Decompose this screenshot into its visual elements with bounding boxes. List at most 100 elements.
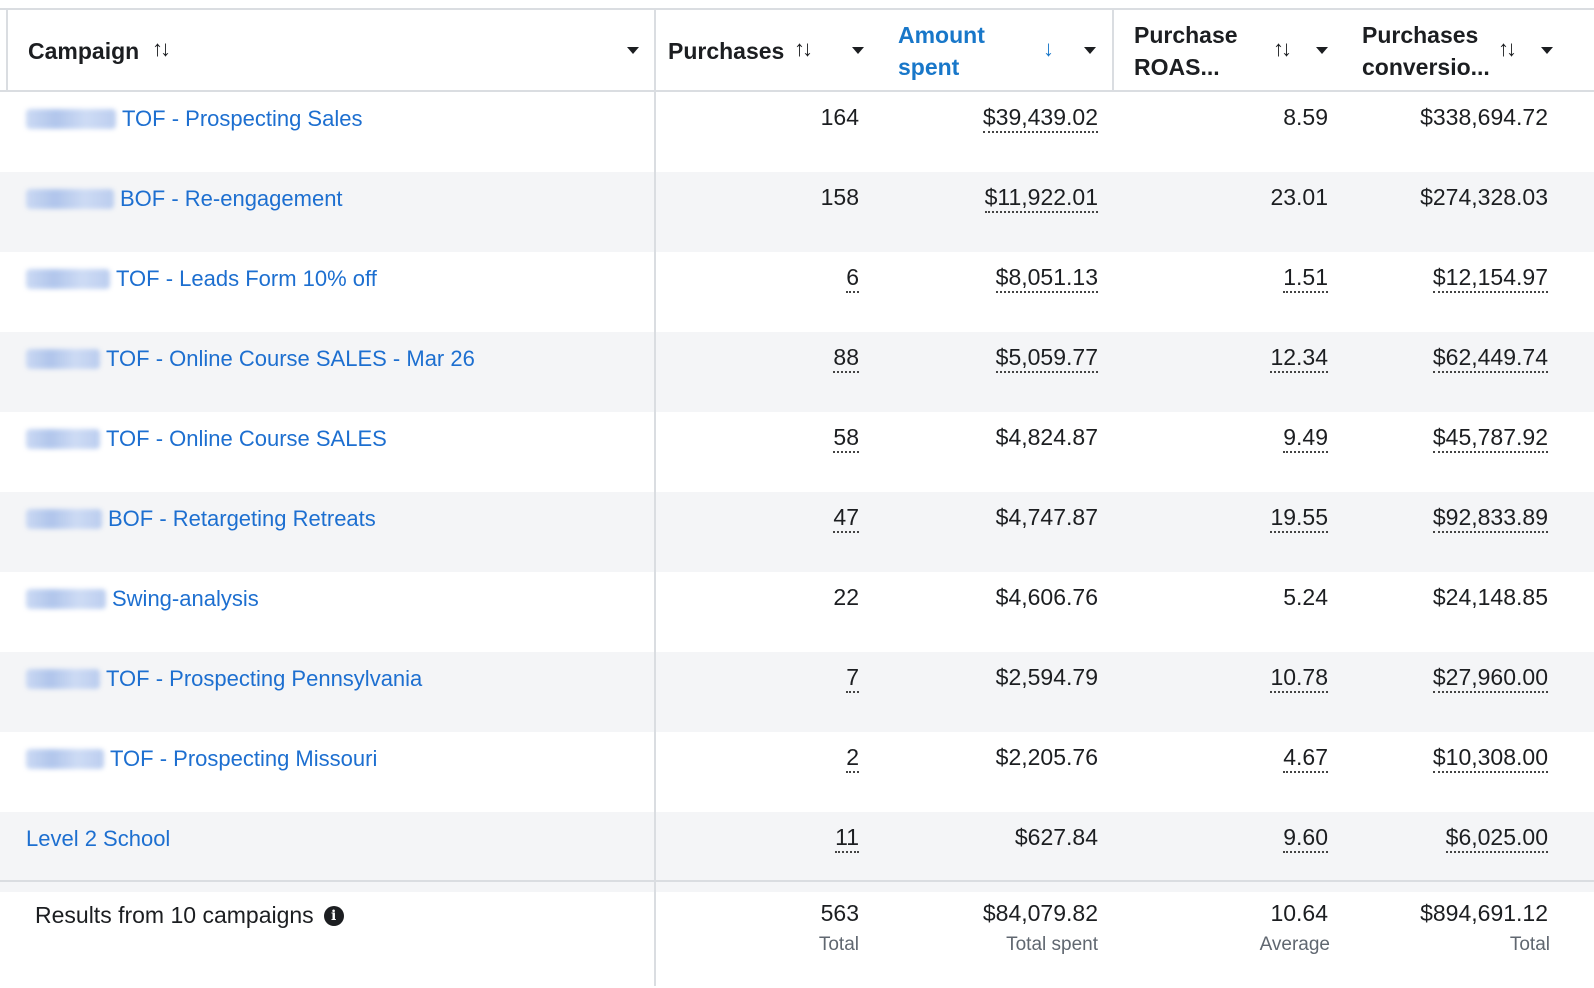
- purchases-cell: 164: [821, 104, 859, 131]
- purchase-roas-cell[interactable]: 19.55: [1270, 504, 1328, 533]
- table-row: TOF - Leads Form 10% off 6 $8,051.13 1.51 $1…: [0, 252, 1594, 332]
- sort-icon[interactable]: ↑↓: [152, 36, 171, 61]
- amount-spent-cell: $4,824.87: [996, 424, 1098, 451]
- purchases-conversion-value-cell: $274,328.03: [1420, 184, 1548, 211]
- purchase-roas-cell-value: 19.55: [1270, 504, 1328, 533]
- purchases-conversion-value-cell-value: $274,328.03: [1420, 184, 1548, 210]
- amount-spent-cell-value: $4,824.87: [995, 424, 1098, 450]
- purchase-roas-cell-value: 9.49: [1283, 424, 1328, 453]
- purchases-conversion-value-cell[interactable]: $6,025.00: [1445, 824, 1548, 853]
- amount-spent-cell[interactable]: $5,059.77: [995, 344, 1098, 373]
- header-campaign[interactable]: Campaign: [28, 38, 140, 64]
- campaign-name: TOF - Online Course SALES: [106, 426, 387, 451]
- table-row: TOF - Prospecting Pennsylvania 7 $2,594.79…: [0, 652, 1594, 732]
- redacted-prefix: [26, 669, 100, 689]
- purchases-cell: 158: [821, 184, 859, 211]
- campaign-link[interactable]: TOF - Leads Form 10% off: [26, 266, 377, 292]
- campaign-link[interactable]: BOF - Retargeting Retreats: [26, 506, 376, 532]
- chevron-down-icon[interactable]: [627, 47, 639, 54]
- purchase-roas-cell[interactable]: 10.78: [1270, 664, 1328, 693]
- campaign-name: BOF - Retargeting Retreats: [108, 506, 376, 531]
- purchases-conversion-value-cell-value: $27,960.00: [1432, 664, 1548, 693]
- campaign-link[interactable]: TOF - Online Course SALES: [26, 426, 387, 452]
- sort-icon[interactable]: ↑↓: [1273, 36, 1292, 61]
- campaign-name: TOF - Prospecting Missouri: [110, 746, 378, 771]
- purchases-cell[interactable]: 6: [846, 264, 859, 293]
- purchases-conversion-value-cell[interactable]: $45,787.92: [1432, 424, 1548, 453]
- column-divider: [654, 10, 656, 986]
- purchases-cell: 22: [833, 584, 859, 611]
- header-purchases[interactable]: Purchases: [668, 38, 785, 64]
- purchases-cell[interactable]: 7: [846, 664, 859, 693]
- amount-spent-cell[interactable]: $8,051.13: [995, 264, 1098, 293]
- campaign-link[interactable]: TOF - Prospecting Sales: [26, 106, 362, 132]
- amount-spent-cell-value: $8,051.13: [995, 264, 1098, 293]
- purchase-roas-cell[interactable]: 9.60: [1283, 824, 1328, 853]
- info-icon[interactable]: i: [323, 905, 344, 926]
- amount-spent-cell-value: $4,606.76: [995, 584, 1098, 610]
- header-amount-spent-line1[interactable]: Amount: [898, 22, 985, 48]
- purchases-cell[interactable]: 58: [833, 424, 859, 453]
- purchase-roas-cell-value: 23.01: [1270, 184, 1328, 210]
- purchase-roas-cell-value: 1.51: [1283, 264, 1328, 293]
- amount-spent-cell: $4,606.76: [996, 584, 1098, 611]
- sort-desc-icon[interactable]: ↓: [1043, 36, 1054, 61]
- redacted-prefix: [26, 109, 116, 129]
- purchase-roas-cell-value: 9.60: [1283, 824, 1328, 853]
- purchase-roas-cell-value: 5.24: [1283, 584, 1328, 610]
- chevron-down-icon[interactable]: [1541, 47, 1553, 54]
- column-edge: [6, 10, 8, 92]
- header-purchases-conversion-line1[interactable]: Purchases: [1362, 22, 1479, 48]
- purchase-roas-cell[interactable]: 4.67: [1283, 744, 1328, 773]
- table-row: BOF - Retargeting Retreats 47 $4,747.87 19.…: [0, 492, 1594, 572]
- purchases-conversion-value-cell[interactable]: $12,154.97: [1432, 264, 1548, 293]
- header-amount-spent-line2[interactable]: spent: [898, 54, 960, 80]
- campaign-link[interactable]: TOF - Prospecting Pennsylvania: [26, 666, 422, 692]
- chevron-down-icon[interactable]: [852, 47, 864, 54]
- purchase-roas-cell[interactable]: 12.34: [1270, 344, 1328, 373]
- amount-spent-cell[interactable]: $11,922.01: [984, 184, 1098, 213]
- purchase-roas-cell[interactable]: 1.51: [1283, 264, 1328, 293]
- purchases-conversion-value-cell[interactable]: $92,833.89: [1432, 504, 1548, 533]
- campaign-name: Swing-analysis: [112, 586, 259, 611]
- campaign-name: TOF - Prospecting Pennsylvania: [106, 666, 423, 691]
- purchase-roas-cell[interactable]: 9.49: [1283, 424, 1328, 453]
- purchases-conversion-value-cell[interactable]: $62,449.74: [1432, 344, 1548, 373]
- campaign-link[interactable]: Level 2 School: [26, 826, 170, 852]
- total-conversion-value: $894,691.12: [1420, 900, 1548, 926]
- amount-spent-cell-value: $5,059.77: [995, 344, 1098, 373]
- sort-icon[interactable]: ↑↓: [1498, 36, 1517, 61]
- header-purchase-roas-line1[interactable]: Purchase: [1134, 22, 1238, 48]
- purchases-conversion-value-cell[interactable]: $27,960.00: [1432, 664, 1548, 693]
- purchases-conversion-value-cell: $24,148.85: [1433, 584, 1548, 611]
- purchase-roas-cell: 8.59: [1283, 104, 1328, 131]
- campaign-link[interactable]: Swing-analysis: [26, 586, 259, 612]
- chevron-down-icon[interactable]: [1316, 47, 1328, 54]
- purchases-cell[interactable]: 88: [833, 344, 859, 373]
- purchases-cell[interactable]: 11: [835, 824, 859, 853]
- purchase-roas-cell: 5.24: [1283, 584, 1328, 611]
- table-row: TOF - Online Course SALES 58 $4,824.87 9.49…: [0, 412, 1594, 492]
- campaign-link[interactable]: TOF - Prospecting Missouri: [26, 746, 377, 772]
- chevron-down-icon[interactable]: [1084, 47, 1096, 54]
- purchases-conversion-value-cell[interactable]: $10,308.00: [1432, 744, 1548, 773]
- header-purchases-conversion-line2[interactable]: conversio...: [1362, 54, 1490, 80]
- total-conversion-value-label: Total: [1509, 934, 1550, 955]
- purchases-cell-value: 88: [833, 344, 859, 373]
- amount-spent-cell[interactable]: $39,439.02: [982, 104, 1098, 133]
- purchase-roas-cell-value: 8.59: [1283, 104, 1328, 130]
- table-row: Swing-analysis 22 $4,606.76 5.24 $24,148.85: [0, 572, 1594, 652]
- redacted-prefix: [26, 269, 110, 289]
- table-row: BOF - Re-engagement 158 $11,922.01 23.01 $27…: [0, 172, 1594, 252]
- campaign-link[interactable]: BOF - Re-engagement: [26, 186, 343, 212]
- purchases-cell[interactable]: 47: [833, 504, 859, 533]
- amount-spent-cell-value: $627.84: [1014, 824, 1098, 850]
- redacted-prefix: [26, 589, 106, 609]
- header-purchase-roas-line2[interactable]: ROAS...: [1134, 54, 1220, 80]
- purchases-cell-value: 11: [835, 824, 859, 853]
- total-purchases-label: Total: [818, 934, 859, 955]
- purchases-cell[interactable]: 2: [846, 744, 859, 773]
- sort-icon[interactable]: ↑↓: [794, 36, 813, 61]
- campaign-link[interactable]: TOF - Online Course SALES - Mar 26: [26, 346, 475, 372]
- table-header: Campaign ↑↓ Purchases ↑↓ Amount spent ↓ …: [0, 10, 1594, 92]
